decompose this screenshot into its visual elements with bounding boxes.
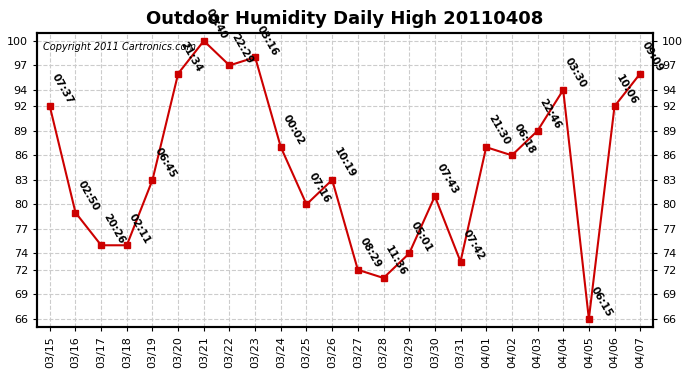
Text: 08:29: 08:29 <box>358 236 383 270</box>
Text: 07:37: 07:37 <box>50 72 75 106</box>
Text: 10:19: 10:19 <box>332 146 357 180</box>
Text: 00:02: 00:02 <box>281 114 306 147</box>
Text: 05:01: 05:01 <box>409 220 435 254</box>
Text: 06:15: 06:15 <box>589 285 614 319</box>
Text: 03:40: 03:40 <box>204 7 229 41</box>
Text: 22:46: 22:46 <box>538 97 563 131</box>
Text: 07:16: 07:16 <box>306 171 332 204</box>
Text: 22:29: 22:29 <box>230 32 255 65</box>
Text: 02:50: 02:50 <box>75 179 101 213</box>
Text: 07:42: 07:42 <box>460 228 486 262</box>
Text: 20:26: 20:26 <box>101 211 126 245</box>
Text: 06:18: 06:18 <box>512 122 537 155</box>
Text: 03:30: 03:30 <box>563 56 589 90</box>
Text: 06:45: 06:45 <box>152 146 178 180</box>
Text: 10:06: 10:06 <box>615 73 640 106</box>
Text: 09:09: 09:09 <box>640 40 665 74</box>
Title: Outdoor Humidity Daily High 20110408: Outdoor Humidity Daily High 20110408 <box>146 10 544 28</box>
Text: 03:16: 03:16 <box>255 24 280 57</box>
Text: 02:11: 02:11 <box>127 211 152 245</box>
Text: 21:34: 21:34 <box>178 40 204 74</box>
Text: 11:36: 11:36 <box>384 244 408 278</box>
Text: 07:43: 07:43 <box>435 162 460 196</box>
Text: 21:30: 21:30 <box>486 114 511 147</box>
Text: Copyright 2011 Cartronics.com: Copyright 2011 Cartronics.com <box>43 42 196 51</box>
